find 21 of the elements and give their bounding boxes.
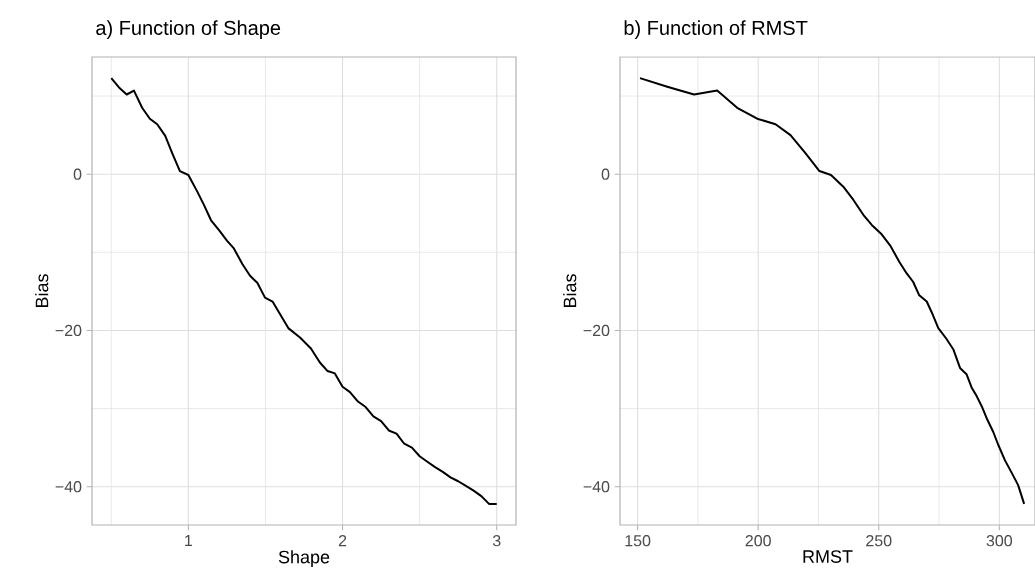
x-axis-title: Shape (278, 550, 330, 567)
y-tick-label: 0 (73, 168, 82, 180)
x-tick-label: 300 (986, 535, 1013, 547)
y-tick-label: −40 (583, 481, 610, 493)
line-series (110, 77, 498, 505)
x-tick-label: 3 (492, 535, 501, 547)
x-axis-title: RMST (803, 550, 853, 563)
x-tick-label: 200 (745, 535, 771, 547)
y-tick-label: −20 (55, 324, 82, 337)
y-axis-title: Bias (563, 274, 577, 308)
x-tick-label: 2 (338, 535, 347, 547)
x-tick-label: 1 (185, 535, 193, 547)
chart-title: b) Function of RMST (624, 20, 808, 39)
y-tick-label: −40 (55, 481, 82, 493)
chart-title: a) Function of Shape (96, 20, 281, 39)
y-axis-title: Bias (35, 274, 49, 308)
y-tick-label: −20 (583, 324, 610, 337)
line-series (639, 77, 1026, 505)
x-tick-label: 150 (625, 535, 651, 547)
x-tick-label: 250 (866, 535, 892, 547)
y-tick-label: 0 (601, 168, 610, 180)
